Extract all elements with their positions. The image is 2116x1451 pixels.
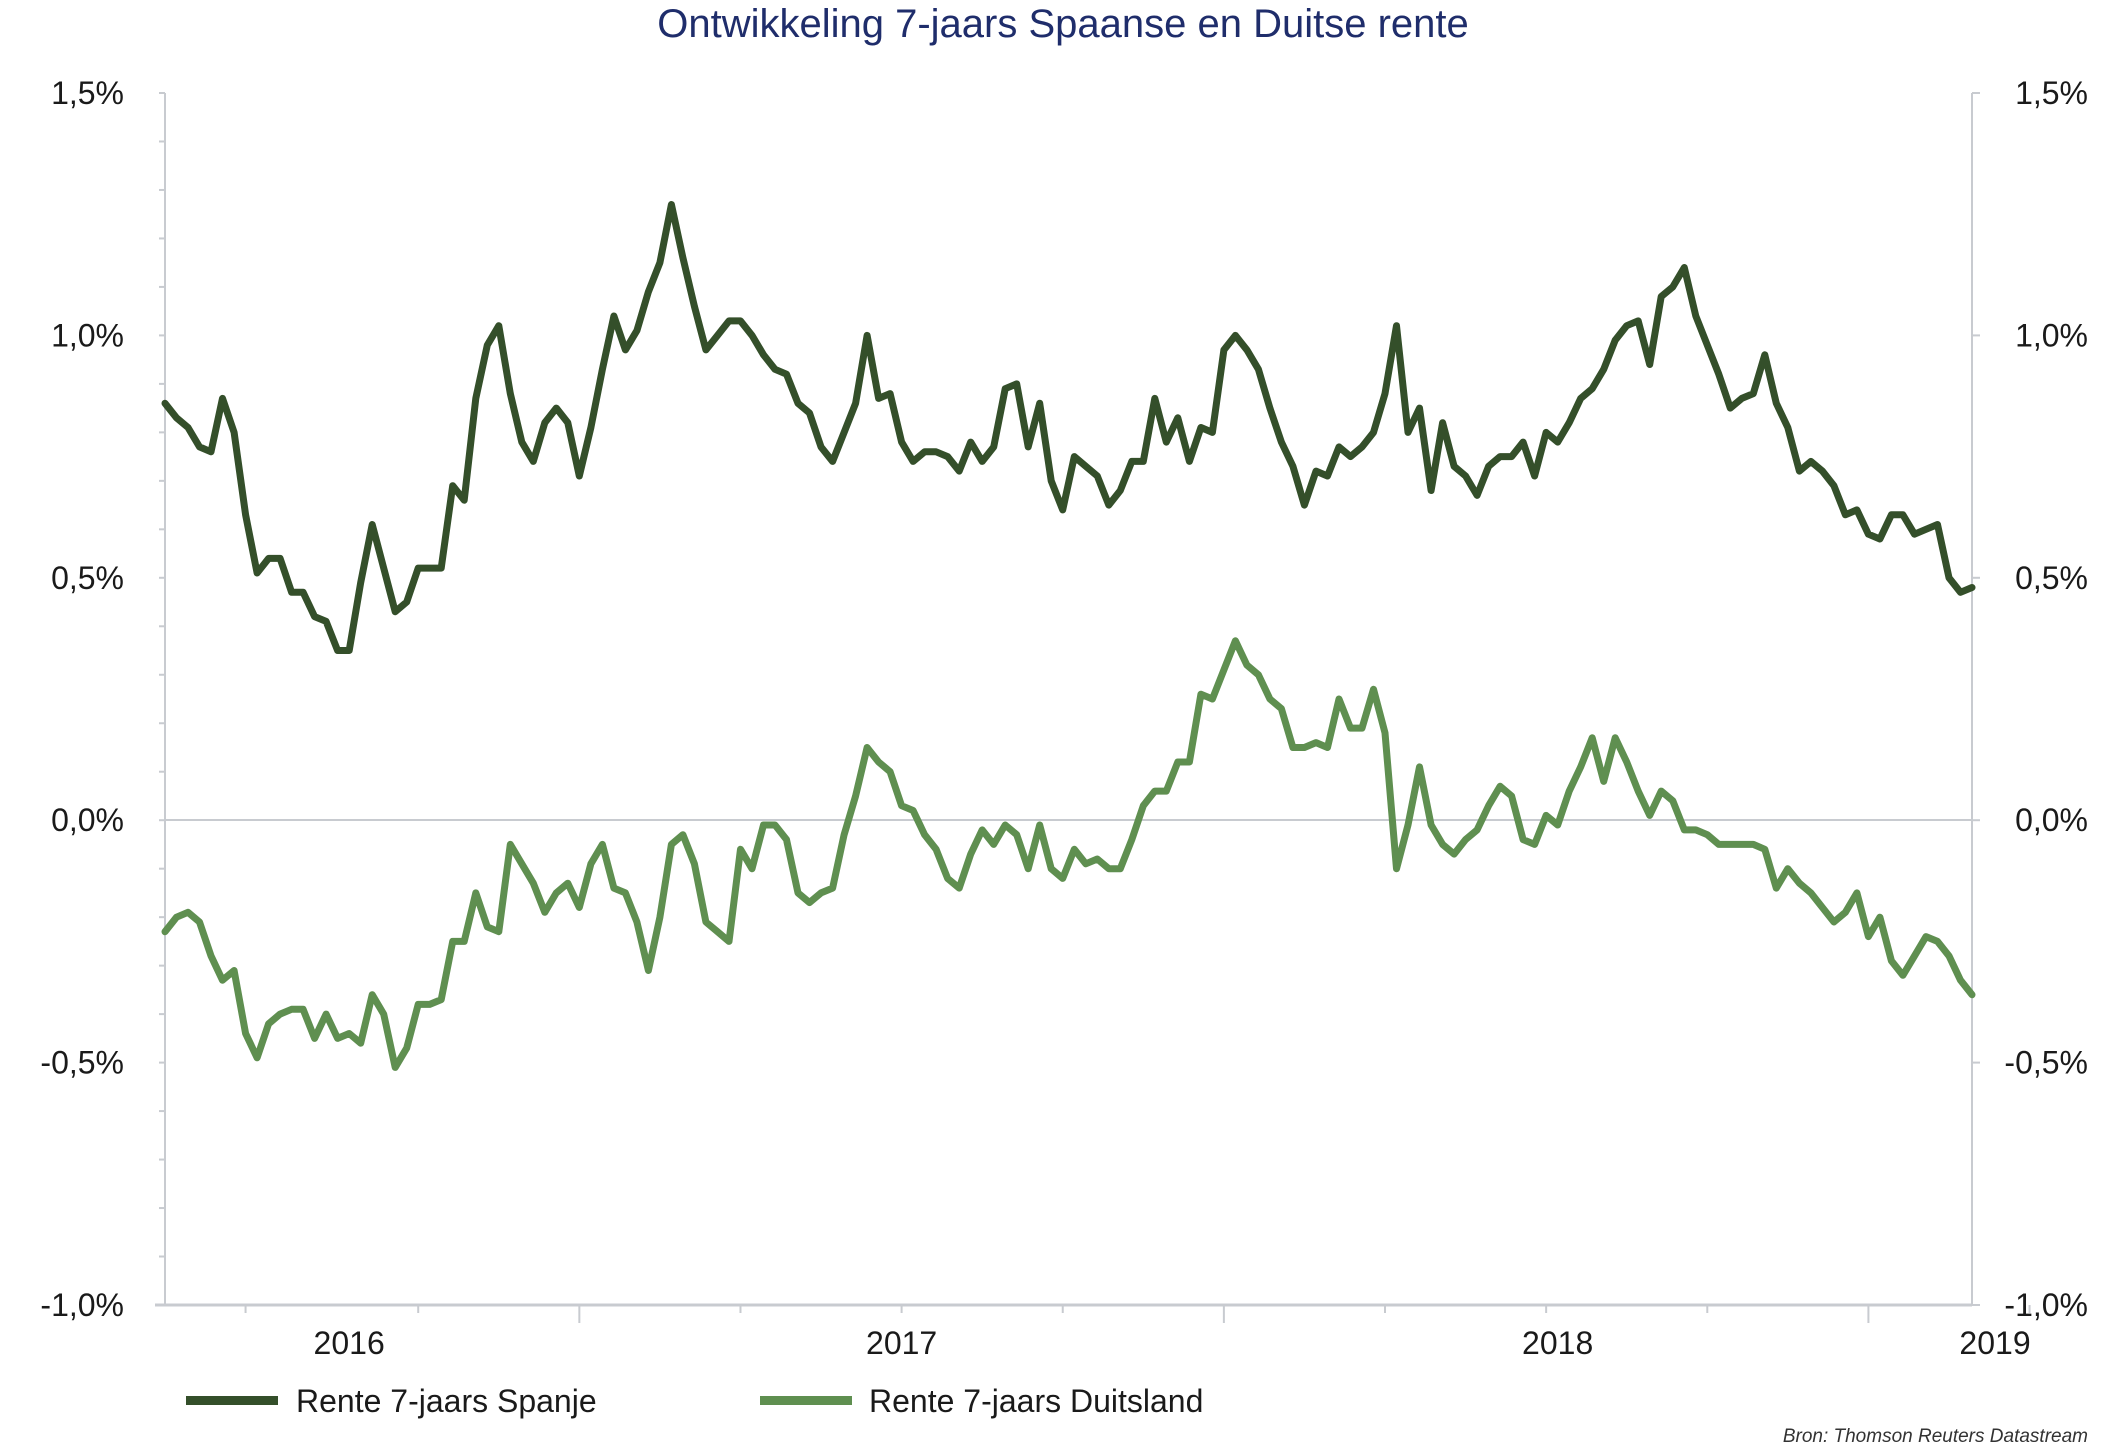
axes bbox=[155, 93, 1973, 1307]
legend: Rente 7-jaars Spanje Rente 7-jaars Duits… bbox=[186, 1383, 1203, 1419]
source-note: Bron: Thomson Reuters Datastream bbox=[1783, 1426, 2088, 1447]
y-tick-label-left: 1,5% bbox=[51, 75, 124, 111]
x-tick-label: 2017 bbox=[866, 1325, 937, 1361]
x-tick-labels: 2016 2017 2018 2019 bbox=[314, 1325, 2031, 1361]
series-line-duitsland bbox=[161, 637, 1976, 1071]
y-tick-label-right: 1,0% bbox=[2015, 317, 2088, 353]
series-lines bbox=[161, 201, 1976, 1071]
y-tick-label-right: -1,0% bbox=[2004, 1287, 2088, 1323]
legend-item-duitsland: Rente 7-jaars Duitsland bbox=[760, 1383, 1203, 1419]
legend-label-duitsland: Rente 7-jaars Duitsland bbox=[869, 1383, 1203, 1419]
x-tick-label: 2018 bbox=[1522, 1325, 1593, 1361]
y-tick-label-right: 0,0% bbox=[2015, 802, 2088, 838]
legend-item-spanje: Rente 7-jaars Spanje bbox=[186, 1383, 597, 1419]
y-tick-labels-left: 1,5% 1,0% 0,5% 0,0% -0,5% -1,0% bbox=[40, 75, 124, 1323]
series-line-spanje bbox=[161, 201, 1976, 654]
y-minor-ticks bbox=[159, 92, 1980, 1306]
y-tick-label-left: 0,0% bbox=[51, 802, 124, 838]
y-tick-label-right: 0,5% bbox=[2015, 560, 2088, 596]
y-tick-label-right: 1,5% bbox=[2015, 75, 2088, 111]
legend-swatch-duitsland bbox=[760, 1396, 852, 1405]
y-tick-label-right: -0,5% bbox=[2004, 1045, 2088, 1081]
x-tick-label: 2019 bbox=[1959, 1325, 2030, 1361]
y-tick-label-left: -0,5% bbox=[40, 1045, 124, 1081]
chart-title: Ontwikkeling 7-jaars Spaanse en Duitse r… bbox=[657, 2, 1469, 46]
y-tick-label-left: 0,5% bbox=[51, 560, 124, 596]
x-ticks bbox=[244, 1305, 2031, 1323]
y-tick-labels-right: 1,5% 1,0% 0,5% 0,0% -0,5% -1,0% bbox=[2004, 75, 2088, 1323]
y-tick-label-left: -1,0% bbox=[40, 1287, 124, 1323]
legend-swatch-spanje bbox=[186, 1396, 278, 1405]
y-tick-label-left: 1,0% bbox=[51, 317, 124, 353]
legend-label-spanje: Rente 7-jaars Spanje bbox=[296, 1383, 597, 1419]
x-tick-label: 2016 bbox=[314, 1325, 385, 1361]
